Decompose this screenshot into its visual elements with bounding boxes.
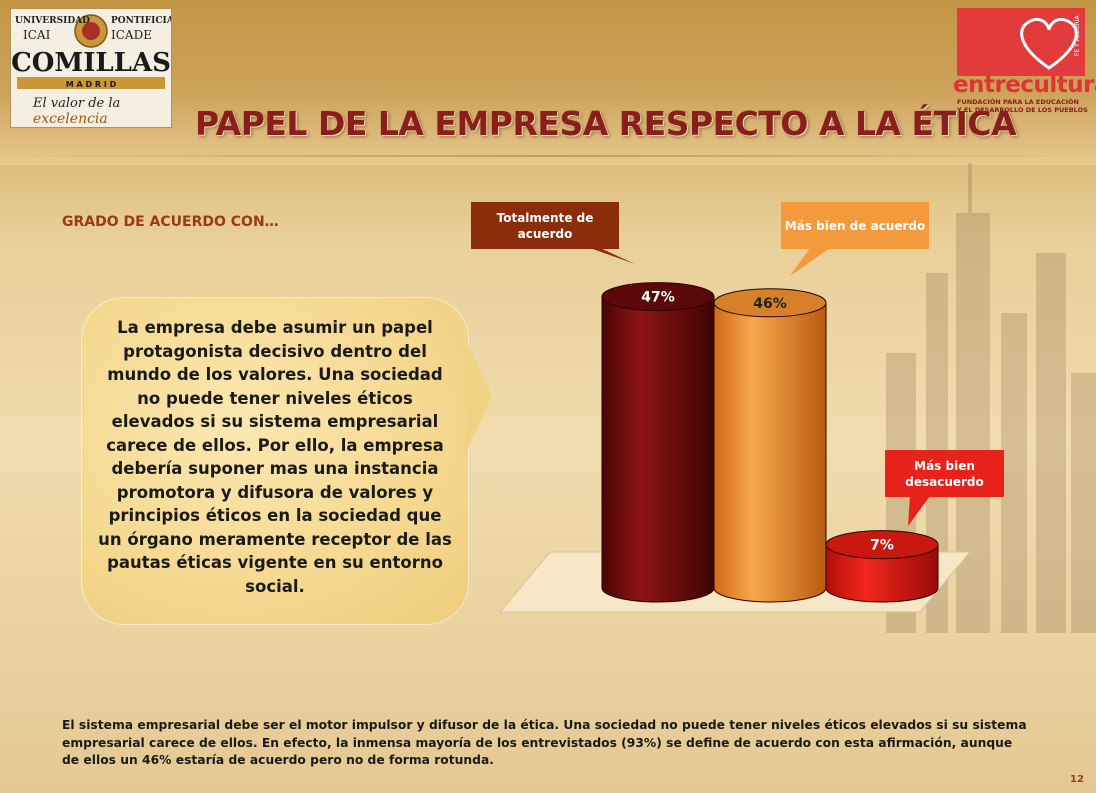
bar-value-label-2: 46% <box>753 296 787 312</box>
comillas-logo: UNIVERSIDAD PONTIFICIA ICAI ICADE COMILL… <box>10 8 175 128</box>
page-number: 12 <box>1070 774 1084 785</box>
logo-slogan-1: El valor de la <box>32 96 120 111</box>
bar-top-2 <box>713 288 827 318</box>
footer-text: El sistema empresarial debe ser el motor… <box>62 718 1027 767</box>
bar-2 <box>713 302 827 603</box>
logo-line2-left: ICAI <box>23 28 51 42</box>
logo-slogan-2: excelencia <box>33 111 108 127</box>
statement-text: La empresa debe asumir un papel protagon… <box>98 318 452 596</box>
entreculturas-sub-1: FUNDACIÓN PARA LA EDUCACIÓN <box>957 98 1080 106</box>
entreculturas-logo-block: FE Y ALEGRÍA <box>957 8 1085 76</box>
statement-bubble <box>82 298 468 624</box>
statement-bubble-tail <box>466 340 492 452</box>
logo-name: COMILLAS <box>11 48 171 78</box>
callout-totalmente-de-acuerdo: Totalmente de acuerdo <box>471 202 619 249</box>
callout-pointer-1 <box>590 248 635 264</box>
bar-top-1 <box>601 282 715 312</box>
callout-pointer-3 <box>908 496 930 526</box>
bar-top-3 <box>825 530 939 560</box>
logo-tag: FE Y ALEGRÍA <box>1074 14 1081 56</box>
section-subtitle: GRADO DE ACUERDO CON… <box>62 214 279 230</box>
agreement-chart: 47% 46% 7% <box>498 248 972 613</box>
chart-bars: 47% 46% 7% <box>601 282 939 603</box>
bar-value-label-1: 47% <box>641 290 675 306</box>
header-band <box>0 0 1096 165</box>
bar-3 <box>825 544 939 603</box>
comillas-logo-graphic: UNIVERSIDAD PONTIFICIA ICAI ICADE COMILL… <box>11 14 175 127</box>
heart-icon: FE Y ALEGRÍA <box>1020 14 1081 70</box>
callout-pointer-2 <box>790 248 830 276</box>
entreculturas-sub-2: Y EL DESARROLLO DE LOS PUEBLOS <box>957 105 1088 114</box>
bar-1 <box>601 296 715 603</box>
entreculturas-name: entreculturas <box>953 72 1096 98</box>
entreculturas-subtitle: FUNDACIÓN PARA LA EDUCACIÓN Y EL DESARRO… <box>957 98 1088 114</box>
logo-line2-right: ICADE <box>111 28 152 42</box>
callout-mas-bien-de-acuerdo: Más bien de acuerdo <box>781 202 929 249</box>
header-divider <box>0 155 1096 157</box>
entreculturas-logo: FE Y ALEGRÍA entreculturas FUNDACIÓN PAR… <box>953 8 1096 114</box>
callout-mas-bien-desacuerdo: Más bien desacuerdo <box>885 450 1004 497</box>
logo-city: M A D R I D <box>66 80 117 89</box>
logo-line1-left: UNIVERSIDAD <box>15 16 90 26</box>
bar-value-label-3: 7% <box>870 538 894 554</box>
logo-line1-right: PONTIFICIA <box>111 16 171 26</box>
page-title: PAPEL DE LA EMPRESA RESPECTO A LA ÉTICA <box>195 104 1017 143</box>
